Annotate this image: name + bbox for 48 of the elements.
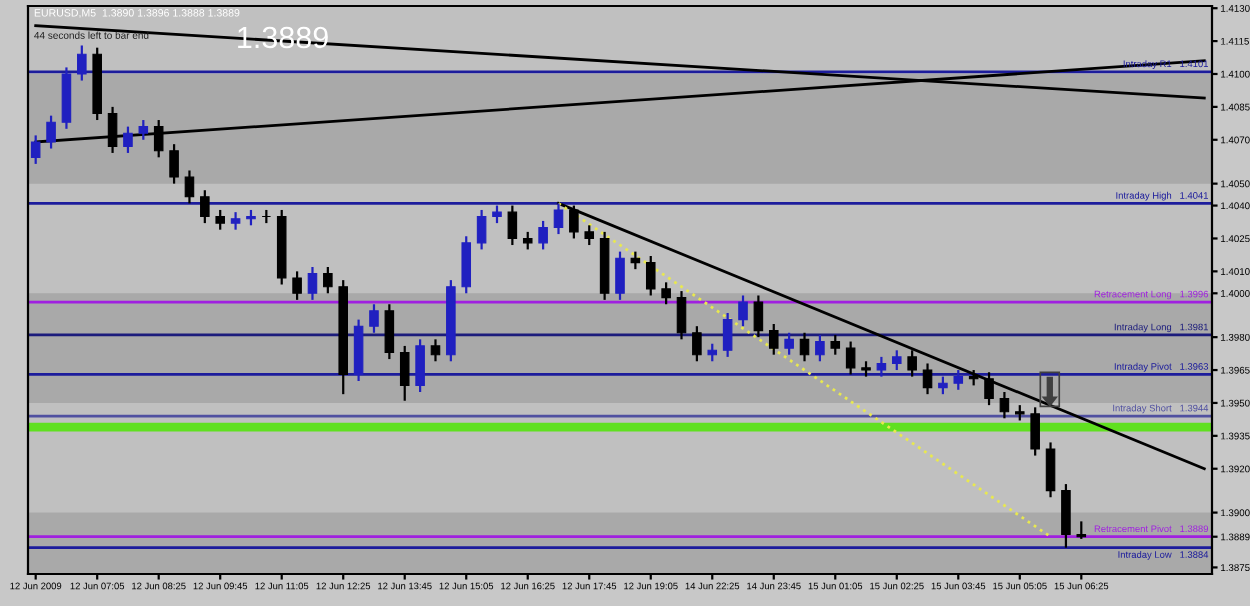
candlestick <box>676 289 687 341</box>
candlestick <box>768 322 779 356</box>
candlestick <box>138 118 149 141</box>
candlestick <box>692 325 702 363</box>
candlestick <box>430 338 441 363</box>
candlestick <box>584 224 595 247</box>
candlestick <box>1030 406 1040 457</box>
candlestick <box>830 333 841 356</box>
candlestick <box>953 368 964 391</box>
candlestick <box>661 281 671 306</box>
candlestick <box>799 331 810 363</box>
candlestick <box>307 265 318 301</box>
candlestick <box>891 349 902 372</box>
candlestick <box>46 114 56 150</box>
candlestick <box>984 371 994 407</box>
candlestick <box>292 270 302 301</box>
candlestick <box>876 355 887 378</box>
candlestick <box>645 254 656 297</box>
candlestick <box>845 340 856 376</box>
candlestick <box>1045 441 1056 499</box>
candlestick <box>369 303 379 334</box>
candlestick <box>1061 482 1071 549</box>
candlestick <box>722 311 733 358</box>
candlestick <box>215 208 225 231</box>
candlestick <box>753 294 764 339</box>
candlestick <box>738 294 748 328</box>
candlestick <box>123 125 133 155</box>
candlestick <box>384 303 395 361</box>
candlestick <box>922 362 933 396</box>
candlestick <box>415 338 425 394</box>
candlestick <box>538 219 548 251</box>
candlestick <box>200 189 210 225</box>
candlestick <box>323 265 333 295</box>
candlestick <box>784 331 794 356</box>
candlestick <box>230 211 241 231</box>
candlestick <box>30 134 41 166</box>
candlestick <box>399 344 410 402</box>
candlestick <box>169 143 179 185</box>
candlestick <box>553 202 564 236</box>
candlestick <box>615 250 625 301</box>
candlestick <box>999 390 1010 420</box>
candlestick <box>907 349 917 378</box>
candlestick <box>507 204 518 247</box>
candlestick <box>77 44 87 82</box>
candlestick <box>461 235 472 295</box>
candlestick <box>184 169 195 205</box>
candlestick <box>815 333 825 363</box>
candlestick <box>476 208 487 251</box>
